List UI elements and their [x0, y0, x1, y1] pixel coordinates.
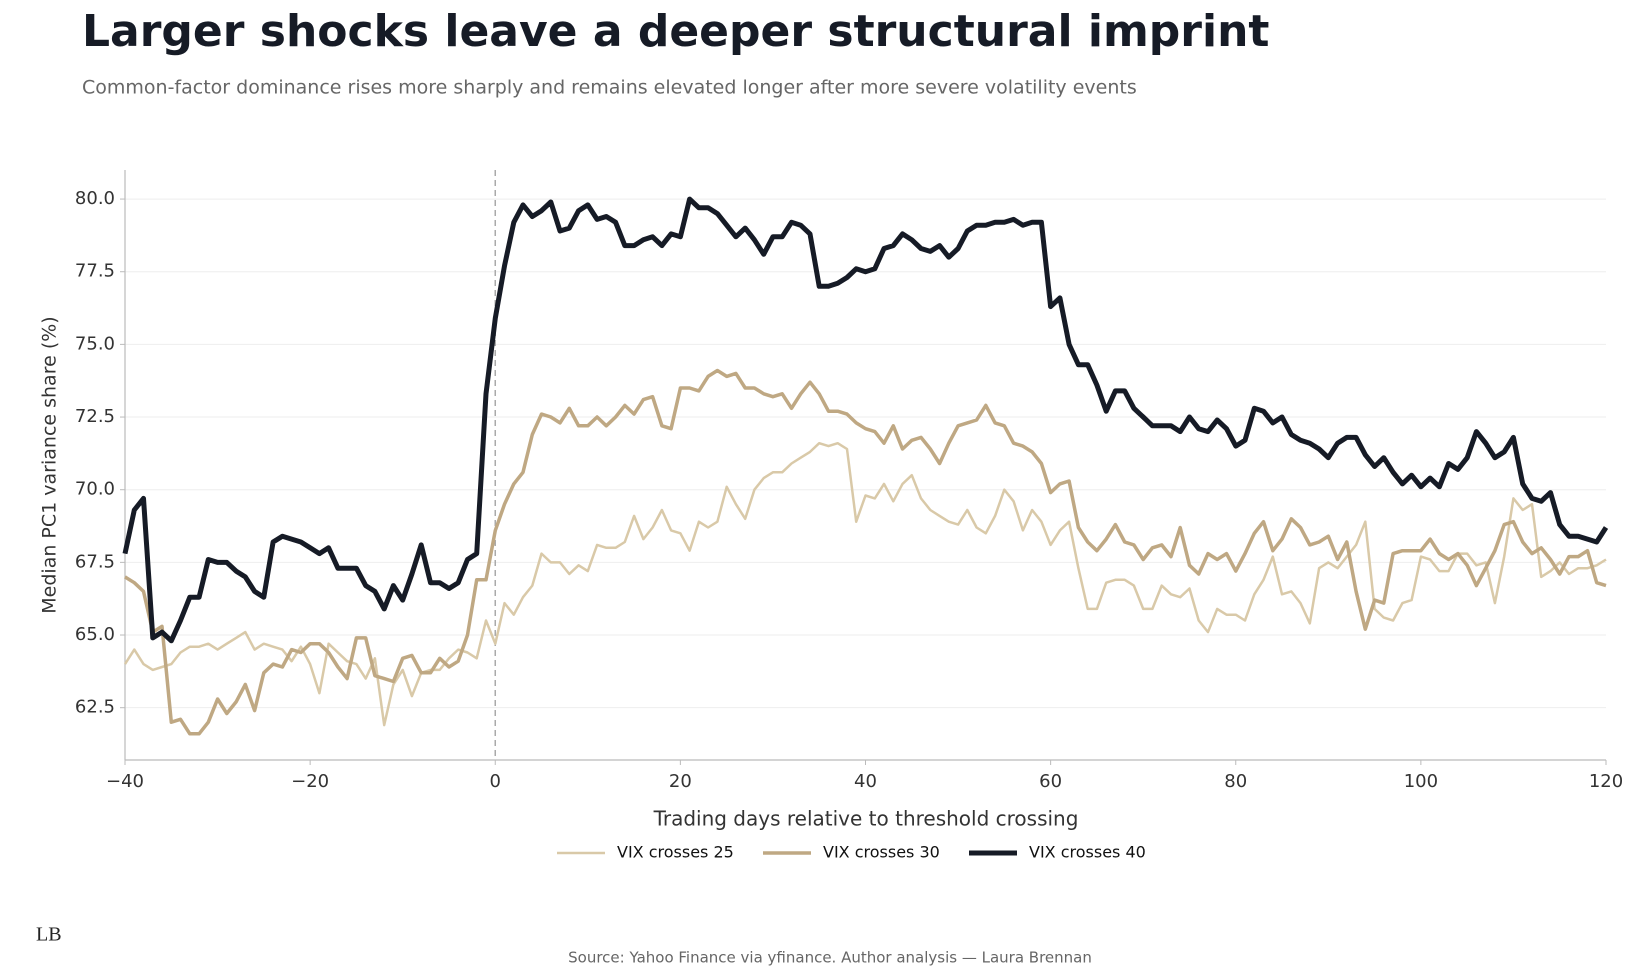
y-tick-label: 75.0 — [75, 333, 115, 354]
x-tick-label: 120 — [1589, 771, 1623, 792]
y-tick-label: 77.5 — [75, 261, 115, 282]
chart-subtitle: Common-factor dominance rises more sharp… — [82, 77, 1137, 99]
legend-label: VIX crosses 40 — [1029, 843, 1146, 862]
y-tick-label: 72.5 — [75, 406, 115, 427]
y-tick-label: 80.0 — [75, 188, 115, 209]
series-line — [124, 368, 1607, 736]
chart-title: Larger shocks leave a deeper structural … — [82, 6, 1269, 57]
x-tick-label: 100 — [1404, 771, 1438, 792]
x-tick-label: −40 — [106, 771, 144, 792]
y-tick-label: 65.0 — [75, 624, 115, 645]
y-tick-label: 62.5 — [75, 697, 115, 718]
legend-label: VIX crosses 30 — [823, 843, 940, 862]
logo: LB — [36, 924, 62, 946]
source-note: Source: Yahoo Finance via yfinance. Auth… — [568, 949, 1092, 967]
y-tick-label: 67.5 — [75, 551, 115, 572]
x-tick-label: 20 — [669, 771, 692, 792]
x-tick-label: 60 — [1039, 771, 1062, 792]
x-tick-label: 0 — [490, 771, 501, 792]
x-tick-label: −20 — [291, 771, 329, 792]
legend-label: VIX crosses 25 — [617, 843, 734, 862]
x-tick-label: 80 — [1224, 771, 1247, 792]
x-axis-label: Trading days relative to threshold cross… — [653, 807, 1079, 831]
y-axis-label: Median PC1 variance share (%) — [39, 316, 61, 613]
x-tick-label: 40 — [854, 771, 877, 792]
series-line — [123, 441, 1607, 727]
y-tick-label: 70.0 — [75, 479, 115, 500]
series-line — [122, 196, 1609, 644]
